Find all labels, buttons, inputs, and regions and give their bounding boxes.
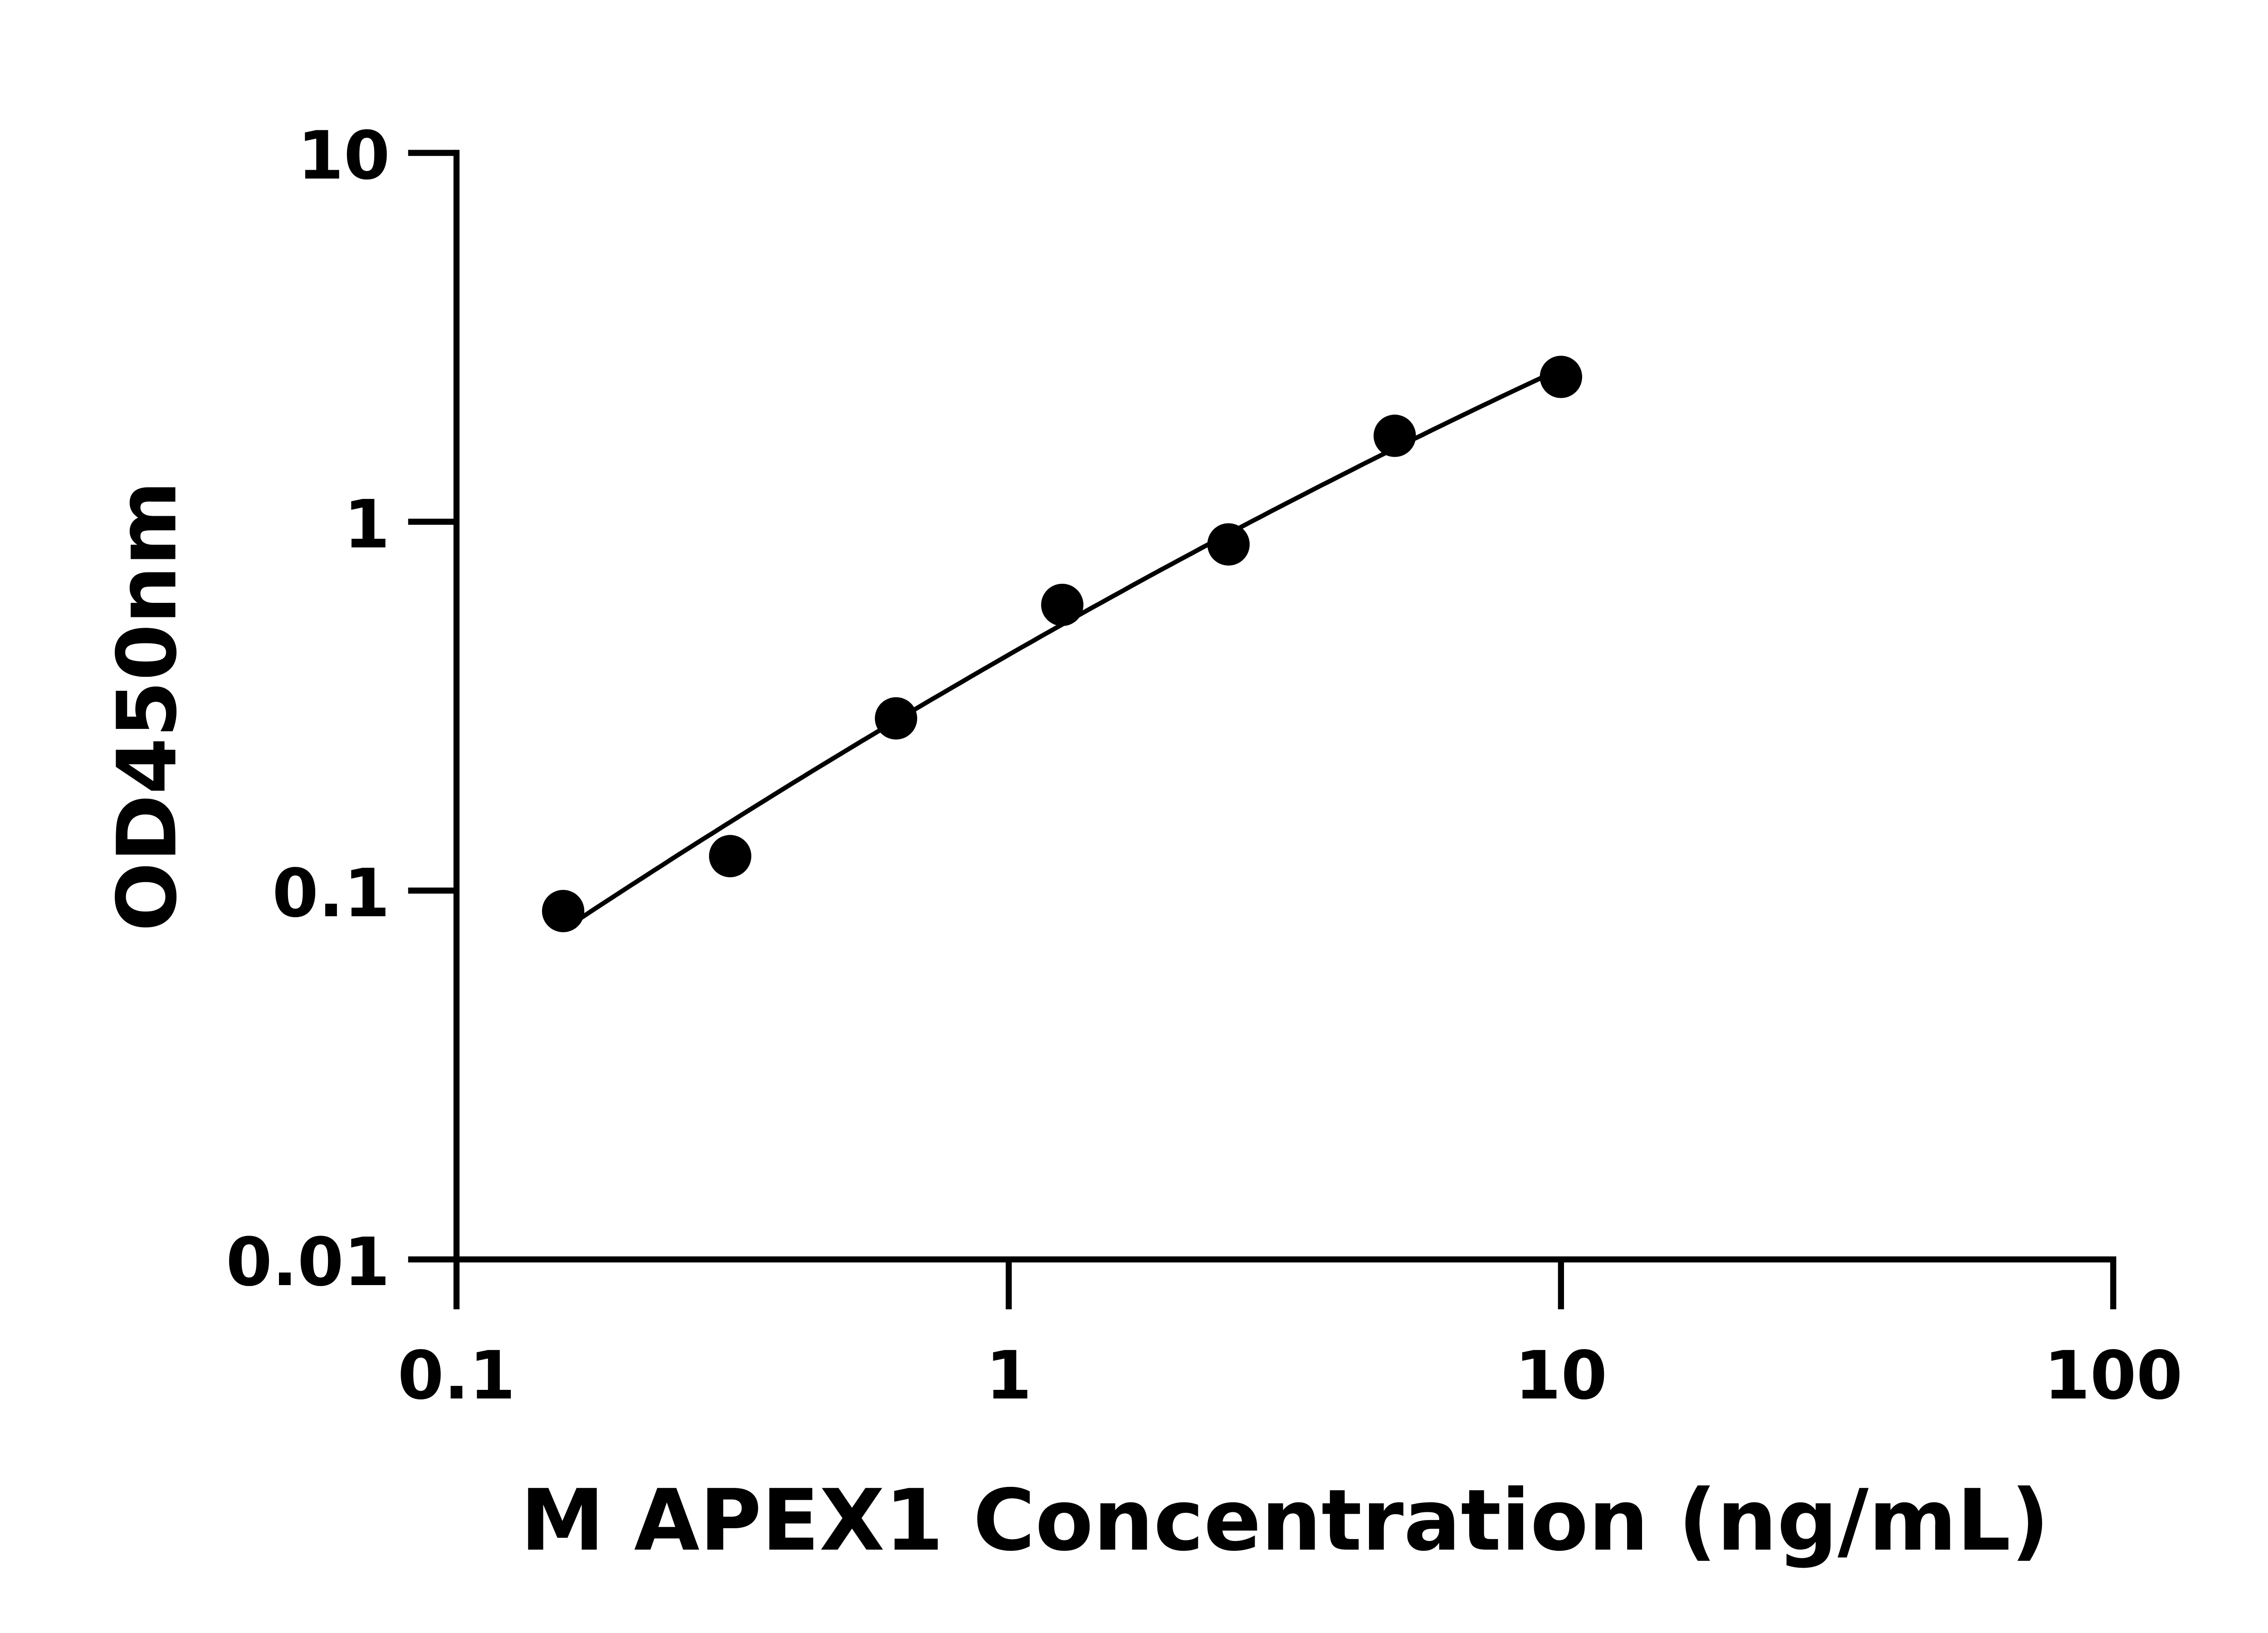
x-tick-label: 0.1 bbox=[398, 1337, 516, 1414]
x-axis-label: M APEX1 Concentration (ng/mL) bbox=[520, 1472, 2049, 1570]
data-point bbox=[1374, 415, 1416, 457]
x-ticks: 0.1 1 10 100 bbox=[398, 1259, 2183, 1414]
data-point bbox=[1041, 583, 1084, 626]
y-axis-label: OD450nm bbox=[100, 481, 195, 932]
data-point bbox=[542, 890, 585, 933]
x-tick-label: 1 bbox=[986, 1337, 1032, 1414]
data-point bbox=[709, 835, 752, 877]
y-tick-label: 0.1 bbox=[272, 855, 390, 932]
y-tick-label: 10 bbox=[298, 117, 390, 195]
data-point bbox=[1207, 523, 1250, 566]
plot-area bbox=[542, 356, 1582, 933]
x-tick-label: 10 bbox=[1515, 1337, 1607, 1414]
y-tick-label: 0.01 bbox=[226, 1223, 390, 1301]
y-tick-label: 1 bbox=[344, 486, 390, 563]
y-ticks: 0.01 0.1 1 10 bbox=[226, 117, 457, 1301]
data-point bbox=[1540, 356, 1582, 398]
data-point bbox=[875, 697, 918, 740]
x-tick-label: 100 bbox=[2044, 1337, 2183, 1414]
